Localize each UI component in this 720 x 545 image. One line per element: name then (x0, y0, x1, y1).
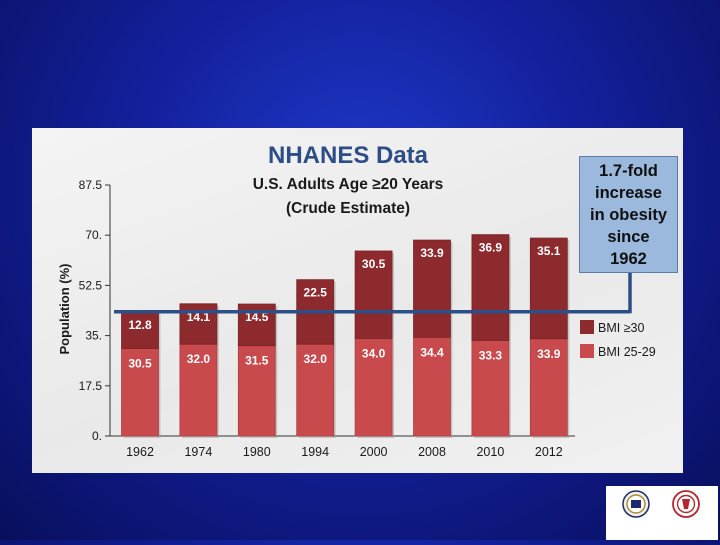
institution-logos (606, 486, 718, 540)
data-label-bmi-30-plus: 33.9 (420, 246, 444, 260)
data-label-bmi-25-29: 32.0 (187, 352, 211, 366)
chart-subtitle-line-1: U.S. Adults Age ≥20 Years (253, 176, 444, 193)
callout-line-4: since (607, 227, 650, 246)
x-tick-label: 2010 (476, 445, 504, 459)
x-tick-label: 2012 (535, 445, 563, 459)
data-label-bmi-25-29: 34.0 (362, 346, 386, 360)
legend-swatch (580, 320, 594, 334)
bar-bmi-30-plus (354, 250, 393, 339)
x-tick-label: 2000 (360, 445, 388, 459)
callout-line-1: 1.7-fold (599, 161, 658, 180)
y-tick-label: 52.5 (79, 278, 103, 292)
x-tick-label: 1962 (126, 445, 154, 459)
university-seal-icon (622, 490, 650, 518)
data-label-bmi-30-plus: 12.8 (128, 318, 152, 332)
bar-bmi-25-29 (179, 343, 218, 437)
chart-subtitle-line-2: (Crude Estimate) (286, 200, 410, 217)
data-label-bmi-25-29: 31.5 (245, 354, 269, 368)
bar-bmi-25-29 (237, 345, 276, 437)
callout-line-5: 1962 (610, 249, 647, 268)
data-label-bmi-30-plus: 35.1 (537, 244, 561, 258)
chart-title: NHANES Data (268, 142, 429, 169)
data-label-bmi-30-plus: 14.5 (245, 310, 269, 324)
data-label-bmi-30-plus: 36.9 (479, 241, 503, 255)
data-label-bmi-25-29: 33.3 (479, 348, 503, 362)
data-label-bmi-30-plus: 30.5 (362, 257, 386, 271)
crest-icon (672, 490, 700, 518)
x-tick-label: 1974 (184, 445, 212, 459)
callout-line-3: in obesity (589, 205, 667, 224)
bar-bmi-30-plus (471, 234, 510, 341)
legend-label: BMI 25-29 (598, 345, 656, 359)
bar-bmi-25-29 (529, 338, 568, 437)
y-tick-label: 17.5 (79, 379, 103, 393)
x-tick-label: 1994 (301, 445, 329, 459)
data-label-bmi-25-29: 30.5 (128, 357, 152, 371)
y-tick-label: 0. (92, 429, 102, 443)
y-tick-label: 35. (85, 329, 102, 343)
data-label-bmi-25-29: 33.9 (537, 347, 561, 361)
data-label-bmi-30-plus: 22.5 (304, 286, 328, 300)
callout-line-2: increase (595, 183, 662, 202)
legend-swatch (580, 344, 594, 358)
bar-bmi-25-29 (296, 343, 335, 437)
legend-label: BMI ≥30 (598, 321, 645, 335)
x-tick-label: 1980 (243, 445, 271, 459)
bar-bmi-25-29 (471, 340, 510, 437)
y-tick-label: 70. (85, 228, 102, 242)
bar-bmi-25-29 (354, 338, 393, 437)
obesity-increase-callout: 1.7-fold increase in obesity since 1962 (579, 156, 678, 273)
y-tick-label: 87.5 (79, 178, 103, 192)
data-label-bmi-25-29: 32.0 (304, 352, 328, 366)
bar-bmi-25-29 (413, 336, 451, 437)
bar-bmi-30-plus (413, 239, 451, 338)
bar-bmi-25-29 (121, 348, 159, 437)
x-tick-label: 2008 (418, 445, 446, 459)
logo-graphics (622, 490, 700, 518)
y-axis-label: Population (%) (57, 264, 72, 355)
data-label-bmi-25-29: 34.4 (420, 345, 444, 359)
bar-bmi-30-plus (529, 237, 568, 340)
